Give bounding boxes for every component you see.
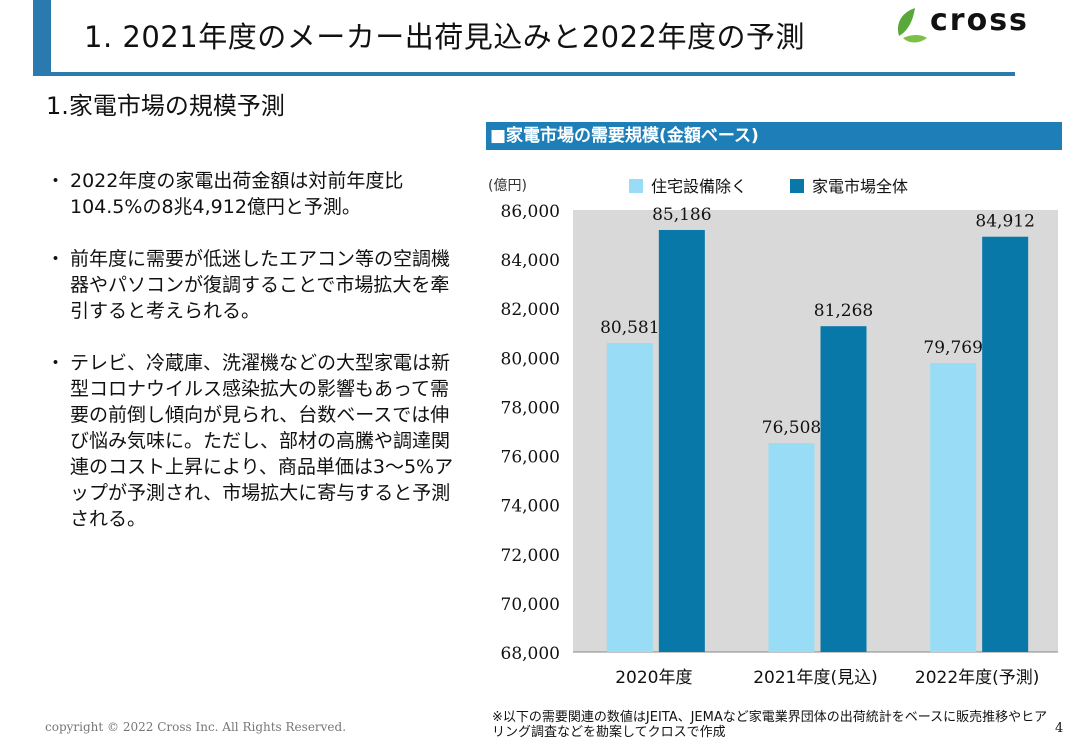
bar xyxy=(658,229,705,652)
copyright: copyright © 2022 Cross Inc. All Rights R… xyxy=(45,720,347,734)
y-tick-label: 74,000 xyxy=(501,497,560,517)
legend-label: 住宅設備除く xyxy=(651,177,747,196)
x-tick-label: 2020年度 xyxy=(615,668,692,688)
legend-swatch xyxy=(629,179,643,193)
title-accent-bar xyxy=(33,0,51,75)
data-label: 80,581 xyxy=(600,318,659,338)
y-tick-label: 84,000 xyxy=(501,251,560,271)
legend-label: 家電市場全体 xyxy=(812,177,908,196)
bar xyxy=(768,443,815,652)
y-tick-label: 70,000 xyxy=(501,595,560,615)
y-axis-label: (億円) xyxy=(488,178,527,194)
logo-text: cross xyxy=(930,3,1029,38)
source-note: ※以下の需要関連の数値はJEITA、JEMAなど家電業界団体の出荷統計をベースに… xyxy=(492,710,1048,740)
bullet-list: 2022年度の家電出荷金額は対前年度比104.5%の8兆4,912億円と予測。 … xyxy=(46,168,458,558)
legend-swatch xyxy=(790,179,804,193)
x-tick-label: 2022年度(予測) xyxy=(915,668,1040,688)
cross-logo xyxy=(897,8,927,43)
bar-chart: 68,000 70,000 72,000 74,000 76,000 78,000 80,0… xyxy=(488,177,1058,688)
data-label: 76,508 xyxy=(762,418,821,438)
chart-header: ■家電市場の需要規模(金額ベース) xyxy=(486,122,1062,150)
bar xyxy=(820,326,867,652)
plot-area xyxy=(573,210,1058,652)
title-underline xyxy=(33,72,1015,76)
leaf-icon-2 xyxy=(903,35,927,43)
bar xyxy=(930,363,977,652)
page-number: 4 xyxy=(1055,721,1064,736)
y-tick-label: 86,000 xyxy=(501,202,560,222)
page-title: 1. 2021年度のメーカー出荷見込みと2022年度の予測 xyxy=(84,20,805,54)
data-label: 84,912 xyxy=(975,212,1034,232)
y-tick-label: 82,000 xyxy=(501,300,560,320)
bullet-item: テレビ、冷蔵庫、洗濯機などの大型家電は新型コロナウイルス感染拡大の影響もあって需… xyxy=(46,350,458,532)
y-tick-label: 78,000 xyxy=(501,398,560,418)
bullet-item: 2022年度の家電出荷金額は対前年度比104.5%の8兆4,912億円と予測。 xyxy=(46,168,458,220)
y-tick-label: 80,000 xyxy=(501,349,560,369)
x-tick-label: 2021年度(見込) xyxy=(753,668,878,688)
y-tick-label: 72,000 xyxy=(501,546,560,566)
leaf-icon xyxy=(897,8,915,36)
y-tick-label: 68,000 xyxy=(501,644,560,664)
section-title: 1.家電市場の規模予測 xyxy=(46,92,285,120)
bar xyxy=(982,236,1029,653)
data-label: 81,268 xyxy=(814,301,873,321)
bar xyxy=(606,343,653,652)
y-tick-label: 76,000 xyxy=(501,448,560,468)
bullet-item: 前年度に需要が低迷したエアコン等の空調機器やパソコンが復調することで市場拡大を牽… xyxy=(46,246,458,324)
data-label: 79,769 xyxy=(923,338,982,358)
data-label: 85,186 xyxy=(652,205,711,225)
